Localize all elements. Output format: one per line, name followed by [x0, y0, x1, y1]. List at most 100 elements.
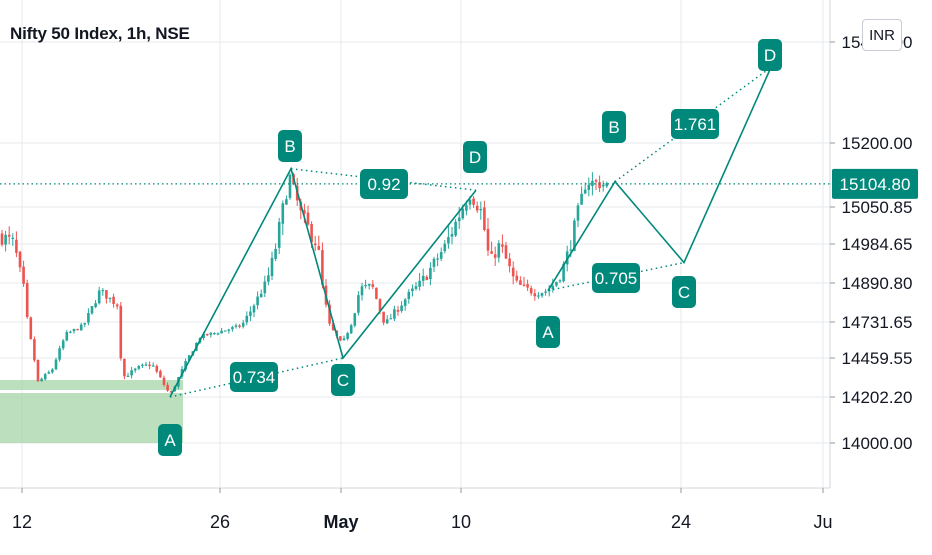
- candle-body: [450, 234, 454, 237]
- candle-body: [421, 275, 425, 281]
- candle-body: [605, 183, 609, 187]
- candle-body: [137, 365, 141, 369]
- candle-body: [209, 332, 213, 335]
- pattern-point-label-c: C: [678, 283, 690, 302]
- pattern-point-label-d: D: [469, 148, 481, 167]
- pattern-point-label-b-box: [278, 130, 302, 162]
- candle-body: [267, 275, 270, 282]
- candle-body: [573, 220, 576, 251]
- candle-body: [303, 210, 306, 214]
- candle-body: [184, 361, 187, 370]
- candle-body: [360, 286, 364, 296]
- candle-body: [166, 384, 169, 391]
- candle-body: [591, 180, 594, 186]
- candle-body: [105, 290, 108, 299]
- candle-body: [202, 333, 205, 339]
- candle-body: [22, 266, 25, 284]
- candle-body: [432, 258, 436, 267]
- candle-body: [533, 293, 537, 297]
- candle-body: [331, 323, 335, 331]
- current-price-label: 15104.80: [840, 175, 911, 194]
- candle-body: [583, 189, 587, 194]
- candle-body: [65, 331, 69, 341]
- demand-zone: [0, 393, 183, 443]
- time-tick-label: Ju: [813, 512, 832, 532]
- candle-body: [205, 333, 209, 336]
- candle-body: [90, 306, 94, 314]
- candle-body: [328, 304, 331, 324]
- chart-title: Nifty 50 Index, 1h, NSE: [10, 24, 190, 43]
- candle-body: [342, 338, 346, 341]
- pattern-point-label-d: D: [764, 46, 776, 65]
- candle-body: [371, 284, 375, 287]
- price-tick-label: 14459.55: [842, 349, 913, 368]
- candle-body: [141, 364, 144, 366]
- candle-body: [393, 309, 396, 319]
- candle-body: [490, 251, 493, 254]
- candle-body: [310, 224, 313, 243]
- candle-body: [58, 348, 61, 360]
- candle-body: [558, 280, 562, 282]
- candle-body: [493, 254, 497, 258]
- candle-body: [378, 299, 382, 311]
- candle-body: [475, 205, 479, 211]
- candle-body: [241, 322, 245, 327]
- candle-body: [11, 237, 15, 239]
- candle-body: [144, 364, 148, 366]
- candle-body: [47, 372, 51, 374]
- candle-body: [220, 330, 223, 334]
- candle-body: [227, 329, 231, 331]
- candle-body: [187, 355, 191, 361]
- candle-body: [465, 205, 468, 211]
- pattern-point-label-c-box: [672, 276, 696, 308]
- candle-body: [540, 293, 544, 296]
- candle-body: [162, 377, 166, 385]
- candle-body: [414, 286, 418, 289]
- candle-body: [313, 243, 317, 246]
- price-tick-label: 14000.00: [842, 434, 913, 453]
- candle-body: [61, 340, 65, 349]
- candle-body: [468, 199, 472, 205]
- candle-body: [555, 282, 558, 286]
- candle-body: [97, 290, 101, 304]
- candle-body: [256, 296, 259, 306]
- pattern-point-label-a-box: [536, 316, 560, 348]
- pattern-point-label-d-box: [463, 141, 487, 173]
- candle-body: [594, 180, 598, 182]
- candle-body: [281, 203, 285, 224]
- candle-body: [213, 332, 216, 335]
- candle-body: [43, 374, 47, 380]
- time-axis-bg: [0, 488, 932, 550]
- price-tick-label: 14984.65: [842, 235, 913, 254]
- price-tick-label: 15050.85: [842, 198, 913, 217]
- pattern-point-label-a: A: [542, 323, 554, 342]
- candle-body: [288, 174, 292, 198]
- candle-body: [36, 359, 40, 382]
- candle-body: [598, 182, 601, 189]
- pattern-leg: [547, 66, 772, 291]
- candle-body: [321, 250, 324, 285]
- candle-body: [418, 280, 421, 287]
- candle-body: [519, 280, 522, 285]
- candle-body: [511, 267, 515, 277]
- candle-body: [15, 239, 18, 253]
- demand-zone-upper: [0, 380, 183, 390]
- candle-body: [601, 184, 605, 187]
- candle-body: [576, 205, 580, 221]
- candle-body: [472, 198, 475, 205]
- candle-body: [216, 333, 220, 335]
- candle-body: [259, 293, 263, 298]
- currency-button[interactable]: INR: [862, 19, 902, 51]
- candle-body: [148, 364, 151, 366]
- candle-body: [429, 267, 432, 280]
- candle-body: [447, 237, 450, 244]
- price-tick-label: 14731.65: [842, 313, 913, 332]
- candle-body: [231, 327, 234, 330]
- candle-body: [537, 295, 540, 297]
- candle-body: [33, 339, 36, 361]
- pattern-point-label-d-box: [758, 39, 782, 71]
- candle-body: [69, 331, 72, 333]
- candle-body: [425, 276, 429, 281]
- time-tick-label: May: [323, 512, 358, 532]
